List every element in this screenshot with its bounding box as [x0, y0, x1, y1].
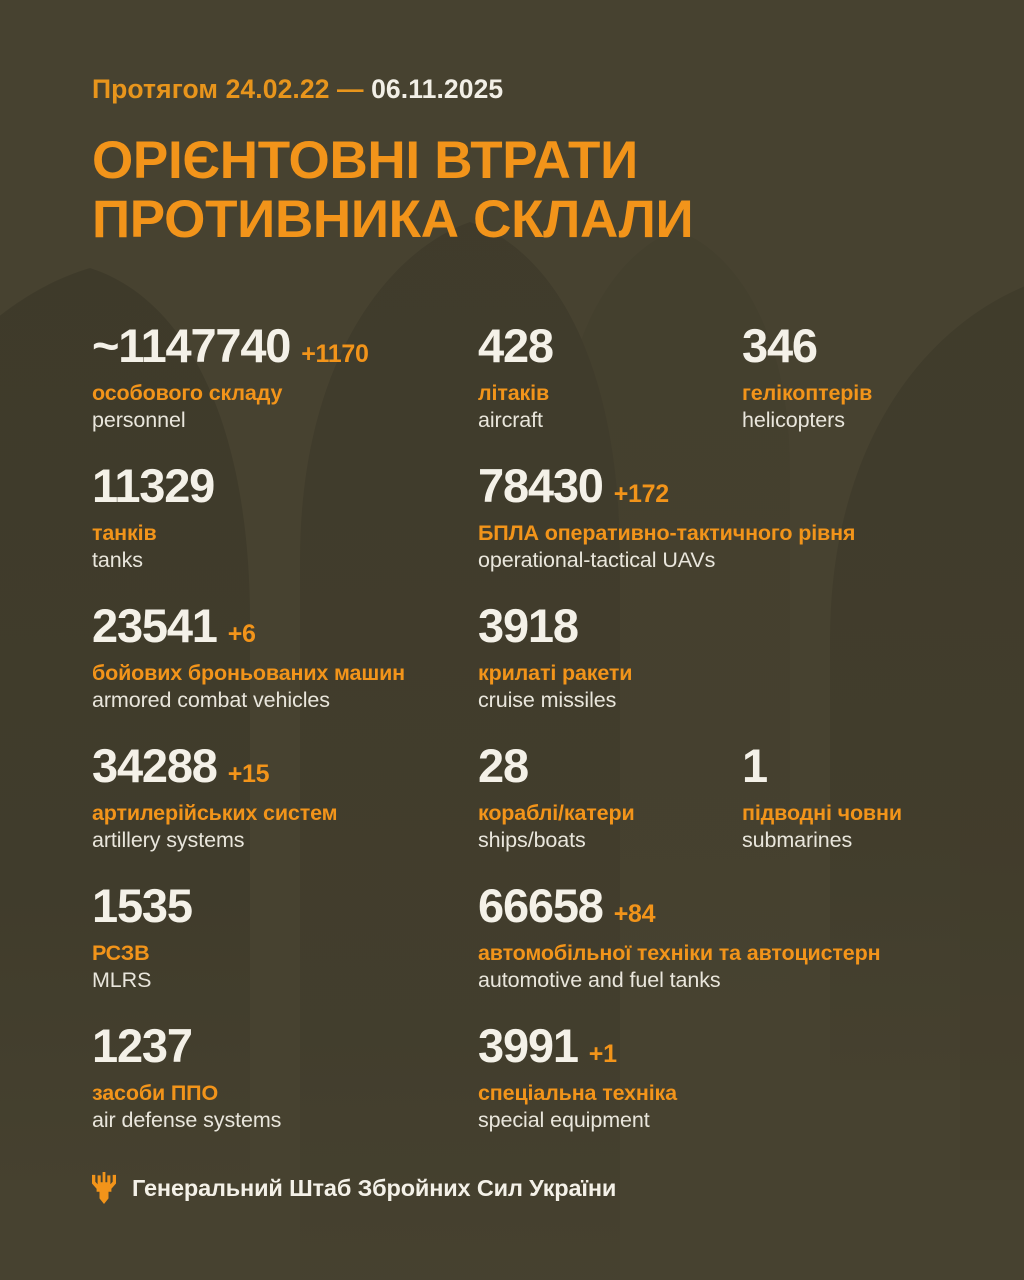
stat-label-ua: РСЗВ: [92, 941, 150, 965]
stat-label-en: operational-tactical UAVs: [478, 548, 716, 573]
stat-value: ~1147740: [92, 319, 291, 372]
stat-label-en: tanks: [92, 548, 143, 573]
stat-value-line: 23541 +6: [92, 602, 482, 654]
stat-mlrs: 1535 РСЗВ MLRS: [92, 882, 482, 992]
stat-value-line: 3918: [478, 602, 878, 654]
stat-value: 78430: [478, 459, 604, 512]
stat-value-line: 78430 +172: [478, 462, 878, 514]
stat-label-en: submarines: [742, 828, 853, 853]
stats-row: 34288 +15 артилерійських систем artillery s…: [92, 742, 952, 882]
stat-label-en: personnel: [92, 408, 186, 433]
stat-helicopters: 346 гелікоптерів helicopters: [742, 322, 962, 432]
stat-value-line: 346: [742, 322, 962, 374]
stat-delta-badge: +1170: [301, 340, 369, 368]
stat-label-en: special equipment: [478, 1108, 650, 1133]
stat-value: 1535: [92, 879, 193, 932]
stat-air-defense-systems: 1237 засоби ППО air defense systems: [92, 1022, 482, 1132]
stat-personnel: ~1147740 +1170 особового складу personnel: [92, 322, 482, 432]
stat-value: 23541: [92, 599, 218, 652]
page-title-line-1: ОРІЄНТОВНІ ВТРАТИ: [92, 131, 638, 190]
stat-delta-badge: +1: [588, 1040, 617, 1068]
stat-label-ua: автомобільної техніки та автоцистерн: [478, 941, 881, 965]
stat-label-en: air defense systems: [92, 1108, 282, 1133]
stat-value-line: ~1147740 +1170: [92, 322, 482, 374]
stat-label-en: automotive and fuel tanks: [478, 968, 721, 993]
stat-delta-badge: +172: [613, 480, 669, 508]
stat-value: 28: [478, 739, 529, 792]
stat-value: 3918: [478, 599, 579, 652]
stat-cruise-missiles: 3918 крилаті ракети cruise missiles: [478, 602, 878, 712]
stat-value-line: 66658 +84: [478, 882, 878, 934]
stat-value: 66658: [478, 879, 604, 932]
stat-value: 346: [742, 319, 818, 372]
stat-label-en: cruise missiles: [478, 688, 617, 713]
stats-row: 11329 танків tanks 78430 +172 БПЛА оперативно…: [92, 462, 952, 602]
trident-icon: [92, 1172, 116, 1204]
footer-text: Генеральний Штаб Збройних Сил України: [132, 1174, 617, 1201]
stats-row: 1237 засоби ППО air defense systems 3991 +1 с…: [92, 1022, 952, 1162]
stat-label-ua: бойових броньованих машин: [92, 661, 405, 685]
stat-value-line: 1: [742, 742, 962, 794]
stat-armored-combat-vehicles: 23541 +6 бойових броньованих машин armored …: [92, 602, 482, 712]
period-end-date: 06.11.2025: [371, 74, 504, 104]
stat-label-ua: крилаті ракети: [478, 661, 633, 685]
stat-value-line: 1237: [92, 1022, 482, 1074]
stat-value: 34288: [92, 739, 218, 792]
stats-row: 23541 +6 бойових броньованих машин armored …: [92, 602, 952, 742]
stat-label-en: artillery systems: [92, 828, 245, 853]
stat-uavs: 78430 +172 БПЛА оперативно-тактичного рівн…: [478, 462, 878, 572]
stat-automotive-fuel-tanks: 66658 +84 автомобільної техніки та автоцис…: [478, 882, 881, 993]
stat-label-ua: спеціальна техніка: [478, 1081, 677, 1105]
stat-label-ua: гелікоптерів: [742, 381, 873, 405]
stat-value-line: 1535: [92, 882, 482, 934]
stats-row: ~1147740 +1170 особового складу personnel 42…: [92, 322, 952, 462]
stat-value: 3991: [478, 1019, 579, 1072]
stat-value: 11329: [92, 459, 215, 512]
stat-label-en: MLRS: [92, 968, 152, 993]
stat-artillery-systems: 34288 +15 артилерійських систем artillery s…: [92, 742, 482, 852]
stat-value: 1237: [92, 1019, 193, 1072]
stat-delta-badge: +6: [227, 620, 256, 648]
stat-value-line: 34288 +15: [92, 742, 482, 794]
stat-value: 428: [478, 319, 554, 372]
footer: Генеральний Штаб Збройних Сил України: [92, 1172, 616, 1204]
page-title-line-2: ПРОТИВНИКА СКЛАЛИ: [92, 190, 694, 250]
stat-value-line: 11329: [92, 462, 482, 514]
stat-label-ua: БПЛА оперативно-тактичного рівня: [478, 521, 856, 545]
stat-label-ua: особового складу: [92, 381, 283, 405]
stat-tanks: 11329 танків tanks: [92, 462, 482, 572]
losses-stats-grid: ~1147740 +1170 особового складу personnel 42…: [92, 322, 952, 1162]
stat-label-ua: танків: [92, 521, 157, 545]
stat-special-equipment: 3991 +1 спеціальна техніка special equipmen…: [478, 1022, 878, 1132]
page-title: ОРІЄНТОВНІ ВТРАТИ ПРОТИВНИКА СКЛАЛИ: [92, 131, 932, 249]
stat-label-en: helicopters: [742, 408, 845, 433]
stat-value-line: 3991 +1: [478, 1022, 878, 1074]
stat-label-en: armored combat vehicles: [92, 688, 330, 713]
stats-row: 1535 РСЗВ MLRS 66658 +84 автомобільної технік…: [92, 882, 952, 1022]
stat-submarines: 1 підводні човни submarines: [742, 742, 962, 852]
reporting-period: Протягом 24.02.22 — 06.11.2025: [92, 0, 932, 105]
stat-label-ua: засоби ППО: [92, 1081, 219, 1105]
stat-value: 1: [742, 739, 768, 792]
stat-label-ua: підводні човни: [742, 801, 902, 825]
period-prefix: Протягом 24.02.22 —: [92, 74, 364, 104]
stat-delta-badge: +84: [613, 900, 656, 928]
stat-label-ua: артилерійських систем: [92, 801, 338, 825]
stat-delta-badge: +15: [227, 760, 270, 788]
